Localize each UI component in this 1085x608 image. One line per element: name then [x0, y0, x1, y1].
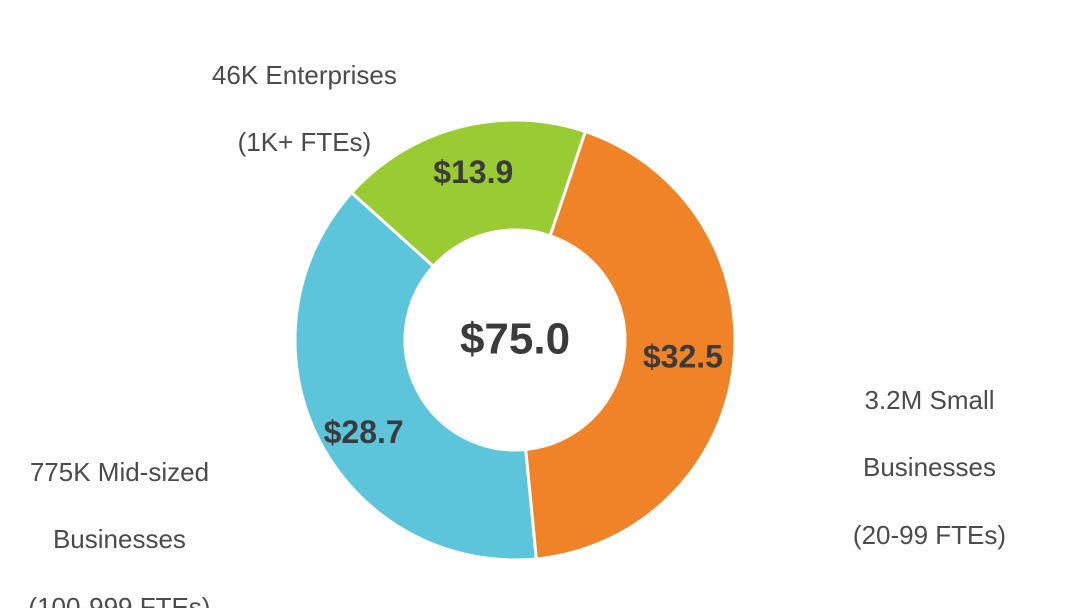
slice-value-mid: $28.7: [324, 414, 404, 450]
ext-label-mid-line2: Businesses: [53, 524, 186, 554]
slice-value-ent: $13.9: [433, 154, 513, 190]
ext-label-small: 3.2M Small Businesses (20-99 FTEs): [824, 350, 1006, 587]
ext-label-small-line2: Businesses: [863, 452, 996, 482]
ext-label-ent: 46K Enterprises (1K+ FTEs): [183, 25, 397, 194]
donut-chart: $13.9 $32.5 $28.7 $75.0 3.2M Small Business…: [0, 0, 1085, 608]
ext-label-small-line3: (20-99 FTEs): [853, 520, 1006, 550]
ext-label-mid: 775K Mid-sized Businesses (100-999 FTEs): [0, 422, 210, 608]
ext-label-ent-line2: (1K+ FTEs): [238, 127, 372, 157]
ext-label-ent-line1: 46K Enterprises: [212, 60, 397, 90]
center-total-label: $75.0: [460, 315, 570, 364]
ext-label-small-line1: 3.2M Small: [864, 385, 994, 415]
ext-label-mid-line1: 775K Mid-sized: [30, 457, 209, 487]
ext-label-mid-line3: (100-999 FTEs): [28, 592, 210, 608]
slice-value-small: $32.5: [643, 338, 723, 374]
